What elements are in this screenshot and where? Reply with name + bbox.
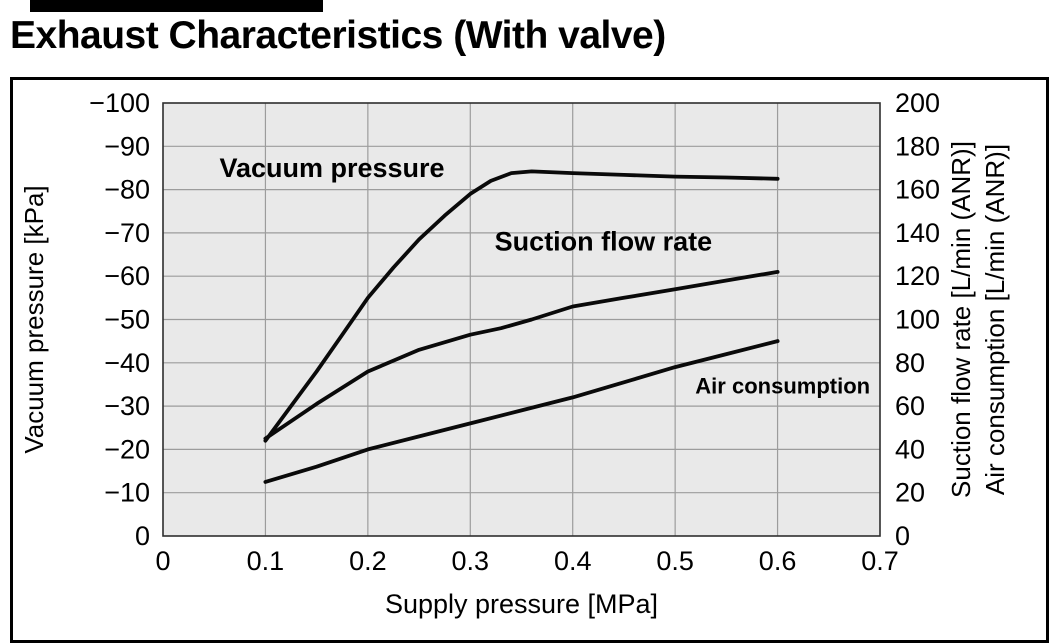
right-tick-label: 100 xyxy=(895,305,940,335)
x-tick-label: 0.2 xyxy=(349,546,387,576)
chart-title: Exhaust Characteristics (With valve) xyxy=(10,14,666,57)
left-tick-label: −20 xyxy=(104,434,150,464)
y-axis-label-left: Vacuum pressure [kPa] xyxy=(19,185,49,453)
right-tick-label: 200 xyxy=(895,88,940,118)
annotation-suction-flow-rate: Suction flow rate xyxy=(495,227,713,257)
plot-border xyxy=(162,102,881,537)
right-tick-label: 0 xyxy=(895,521,910,551)
x-tick-label: 0.7 xyxy=(861,546,899,576)
x-tick-label: 0.5 xyxy=(656,546,694,576)
left-tick-label: −30 xyxy=(104,391,150,421)
exhaust-characteristics-chart: −100−90−80−70−60−50−40−30−20−10020018016… xyxy=(19,88,1010,619)
right-tick-label: 180 xyxy=(895,131,940,161)
series-vacuum-pressure xyxy=(263,169,780,443)
right-tick-label: 60 xyxy=(895,391,925,421)
x-tick-label: 0 xyxy=(155,546,170,576)
left-tick-label: −80 xyxy=(104,175,150,205)
left-tick-label: 0 xyxy=(135,521,150,551)
right-tick-label: 160 xyxy=(895,175,940,205)
x-tick-label: 0.6 xyxy=(759,546,797,576)
left-tick-label: −60 xyxy=(104,261,150,291)
y-axis-label-right-suction: Suction flow rate [L/min (ANR)] xyxy=(946,141,976,498)
left-tick-label: −40 xyxy=(104,348,150,378)
right-tick-label: 120 xyxy=(895,261,940,291)
left-tick-label: −70 xyxy=(104,218,150,248)
x-tick-label: 0.1 xyxy=(247,546,285,576)
left-tick-label: −10 xyxy=(104,478,150,508)
left-tick-label: −100 xyxy=(89,88,150,118)
series-suction-flow-rate xyxy=(263,269,780,441)
x-tick-label: 0.3 xyxy=(452,546,490,576)
y-axis-label-right-air: Air consumption [L/min (ANR)] xyxy=(980,144,1010,495)
x-tick-label: 0.4 xyxy=(554,546,592,576)
chart-frame: −100 −90 −80 −70 −60 −50 −40 −30 −20 −10 0 200 180 16… xyxy=(10,77,1049,643)
right-tick-label: 40 xyxy=(895,434,925,464)
annotation-vacuum-pressure: Vacuum pressure xyxy=(219,153,444,183)
x-axis-label: Supply pressure [MPa] xyxy=(385,589,658,619)
series-air-consumption xyxy=(263,339,780,484)
left-tick-label: −90 xyxy=(104,131,150,161)
right-tick-label: 20 xyxy=(895,478,925,508)
cropped-header-bar xyxy=(30,0,323,12)
annotation-air-consumption: Air consumption xyxy=(695,373,870,398)
right-tick-label: 80 xyxy=(895,348,925,378)
left-tick-label: −50 xyxy=(104,305,150,335)
right-tick-label: 140 xyxy=(895,218,940,248)
